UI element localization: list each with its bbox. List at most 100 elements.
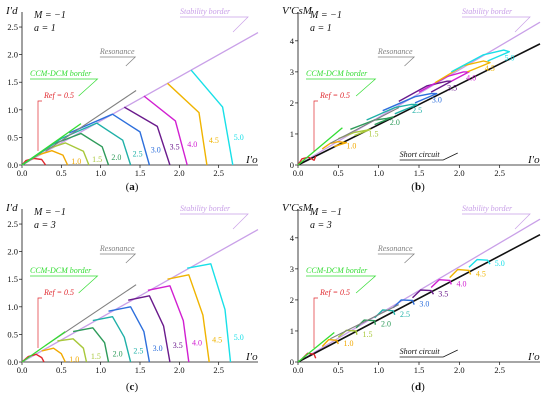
panel-b: 0.0 0.5 1.0 1.5 2.0 2.5 0 1 2 3 4 V′CsM I′o M = −1 a =…	[282, 5, 541, 193]
y-tick-label: 0	[290, 160, 294, 170]
curve-label-5-0: 5.0	[234, 133, 244, 142]
x-axis-label: I′o	[527, 154, 540, 166]
curve-label-2-0: 2.0	[113, 349, 123, 358]
ref-curve-5-0	[450, 49, 510, 73]
curve-label-1-5: 1.5	[91, 352, 101, 361]
y-tick-label: 3	[290, 264, 294, 274]
curve-label-4-0: 4.0	[466, 74, 476, 83]
stability-border-annotation: Stability border	[462, 204, 513, 213]
ref-curve-3-0	[68, 113, 151, 166]
x-axis-label: I′o	[245, 154, 258, 166]
ccm-dcm-annotation: CCM-DCM border	[30, 266, 92, 275]
ccm-dcm-leader	[306, 78, 377, 97]
curve-label-4-5: 4.5	[476, 269, 486, 278]
x-tick-label: 2.0	[454, 168, 465, 178]
short-circuit-leader	[399, 152, 458, 161]
resonance-leader	[377, 253, 416, 264]
y-axis-label: V′CsM	[282, 202, 313, 214]
ccm-dcm-leader	[30, 275, 99, 294]
param-label: a = 1	[34, 23, 56, 34]
panel-caption: (b)	[411, 181, 425, 193]
x-tick-label: 2.5	[494, 365, 505, 375]
y-axis-label: I′d	[5, 202, 18, 214]
y-tick-label: 2.0	[7, 50, 18, 60]
ref-curve-0-5	[21, 157, 47, 166]
curve-label-2-5: 2.5	[133, 347, 143, 356]
ccm-dcm-border-line	[297, 127, 343, 166]
y-tick-label: 1.0	[7, 105, 18, 115]
x-tick-label: 1.5	[414, 168, 425, 178]
short-circuit-leader	[399, 349, 458, 358]
curve-label-4-0: 4.0	[187, 140, 197, 149]
ref-leader	[313, 100, 318, 151]
stability-leader	[180, 213, 249, 230]
curve-label-3-5: 3.5	[170, 143, 180, 152]
y-tick-label: 2	[290, 295, 294, 305]
ref-curve-1-5	[338, 128, 372, 140]
ref-curve-3-5	[412, 289, 435, 299]
ref-annotation: Ref = 0.5	[319, 91, 350, 100]
short-circuit-annotation: Short circuit	[400, 347, 441, 356]
param-label: a = 3	[34, 220, 56, 231]
curve-label-1-0: 1.0	[344, 339, 354, 348]
curve-label-4-5: 4.5	[209, 136, 219, 145]
short-circuit-line	[297, 233, 541, 363]
curve-label-1-5: 1.5	[362, 330, 372, 339]
x-tick-label: 1.5	[135, 365, 146, 375]
ref-curve-1-5	[337, 329, 358, 338]
y-tick-label: 1	[290, 326, 294, 336]
y-tick-label: 0.0	[7, 357, 18, 367]
y-tick-label: 3	[290, 67, 294, 77]
x-tick-label: 0.0	[293, 168, 304, 178]
ccm-dcm-leader	[30, 78, 99, 97]
resonance-annotation: Resonance	[99, 47, 135, 56]
resonance-line	[330, 304, 400, 340]
curve-label-5-0: 5.0	[495, 259, 505, 268]
curve-label-3-0: 3.0	[432, 95, 442, 104]
param-label: a = 3	[310, 220, 332, 231]
ccm-dcm-border-line	[21, 331, 66, 363]
ref-leader	[37, 100, 42, 151]
resonance-leader	[377, 56, 416, 67]
ccm-dcm-annotation: CCM-DCM border	[30, 69, 92, 78]
stability-leader	[180, 16, 249, 33]
ref-curve-3-5	[128, 295, 171, 363]
y-tick-label: 1.0	[7, 302, 18, 312]
ref-curve-2-0	[350, 116, 394, 130]
ref-curve-3-0	[108, 306, 151, 363]
x-tick-label: 0.5	[333, 365, 344, 375]
ref-annotation: Ref = 0.5	[43, 288, 74, 297]
x-tick-label: 2.0	[174, 168, 185, 178]
panel-caption: (d)	[411, 381, 425, 393]
y-tick-label: 2.0	[7, 247, 18, 257]
resonance-annotation: Resonance	[99, 244, 135, 253]
x-tick-label: 1.0	[95, 168, 106, 178]
panel-caption: (a)	[126, 181, 139, 193]
ccm-dcm-annotation: CCM-DCM border	[306, 266, 368, 275]
ccm-dcm-border-line	[21, 123, 82, 166]
x-tick-label: 2.5	[494, 168, 505, 178]
ref-curve-3-0	[392, 299, 415, 309]
curve-label-1-5: 1.5	[92, 155, 102, 164]
stability-leader	[462, 213, 531, 230]
x-tick-label: 1.5	[135, 168, 146, 178]
x-tick-label: 0.5	[56, 168, 67, 178]
panel-d: 0.0 0.5 1.0 1.5 2.0 2.5 0 1 2 3 4 V′CsM I′o M = −1 a =…	[282, 202, 541, 393]
curve-label-3-0: 3.0	[153, 344, 163, 353]
ref-curve-2-5	[366, 103, 419, 121]
ref-curve-3-0	[382, 92, 438, 112]
x-tick-label: 2.0	[174, 365, 185, 375]
curve-label-3-5: 3.5	[173, 341, 183, 350]
curve-label-1-0: 1.0	[69, 355, 79, 364]
panel-a: 0.0 0.5 1.0 1.5 2.0 2.5 0.0 0.5 1.0 1.5 2.0 2.5 I′d I…	[5, 5, 259, 193]
ref-curve-4-5	[167, 82, 208, 166]
curve-label-1-0: 1.0	[71, 157, 81, 166]
x-tick-label: 2.5	[213, 365, 224, 375]
x-axis-label: I′o	[245, 351, 258, 363]
y-axis-label: I′d	[5, 5, 18, 17]
ref-curve-4-0	[143, 95, 188, 166]
ref-curve-5-0	[190, 69, 234, 166]
stability-border-annotation: Stability border	[180, 204, 231, 213]
y-tick-label: 0.5	[7, 132, 18, 142]
